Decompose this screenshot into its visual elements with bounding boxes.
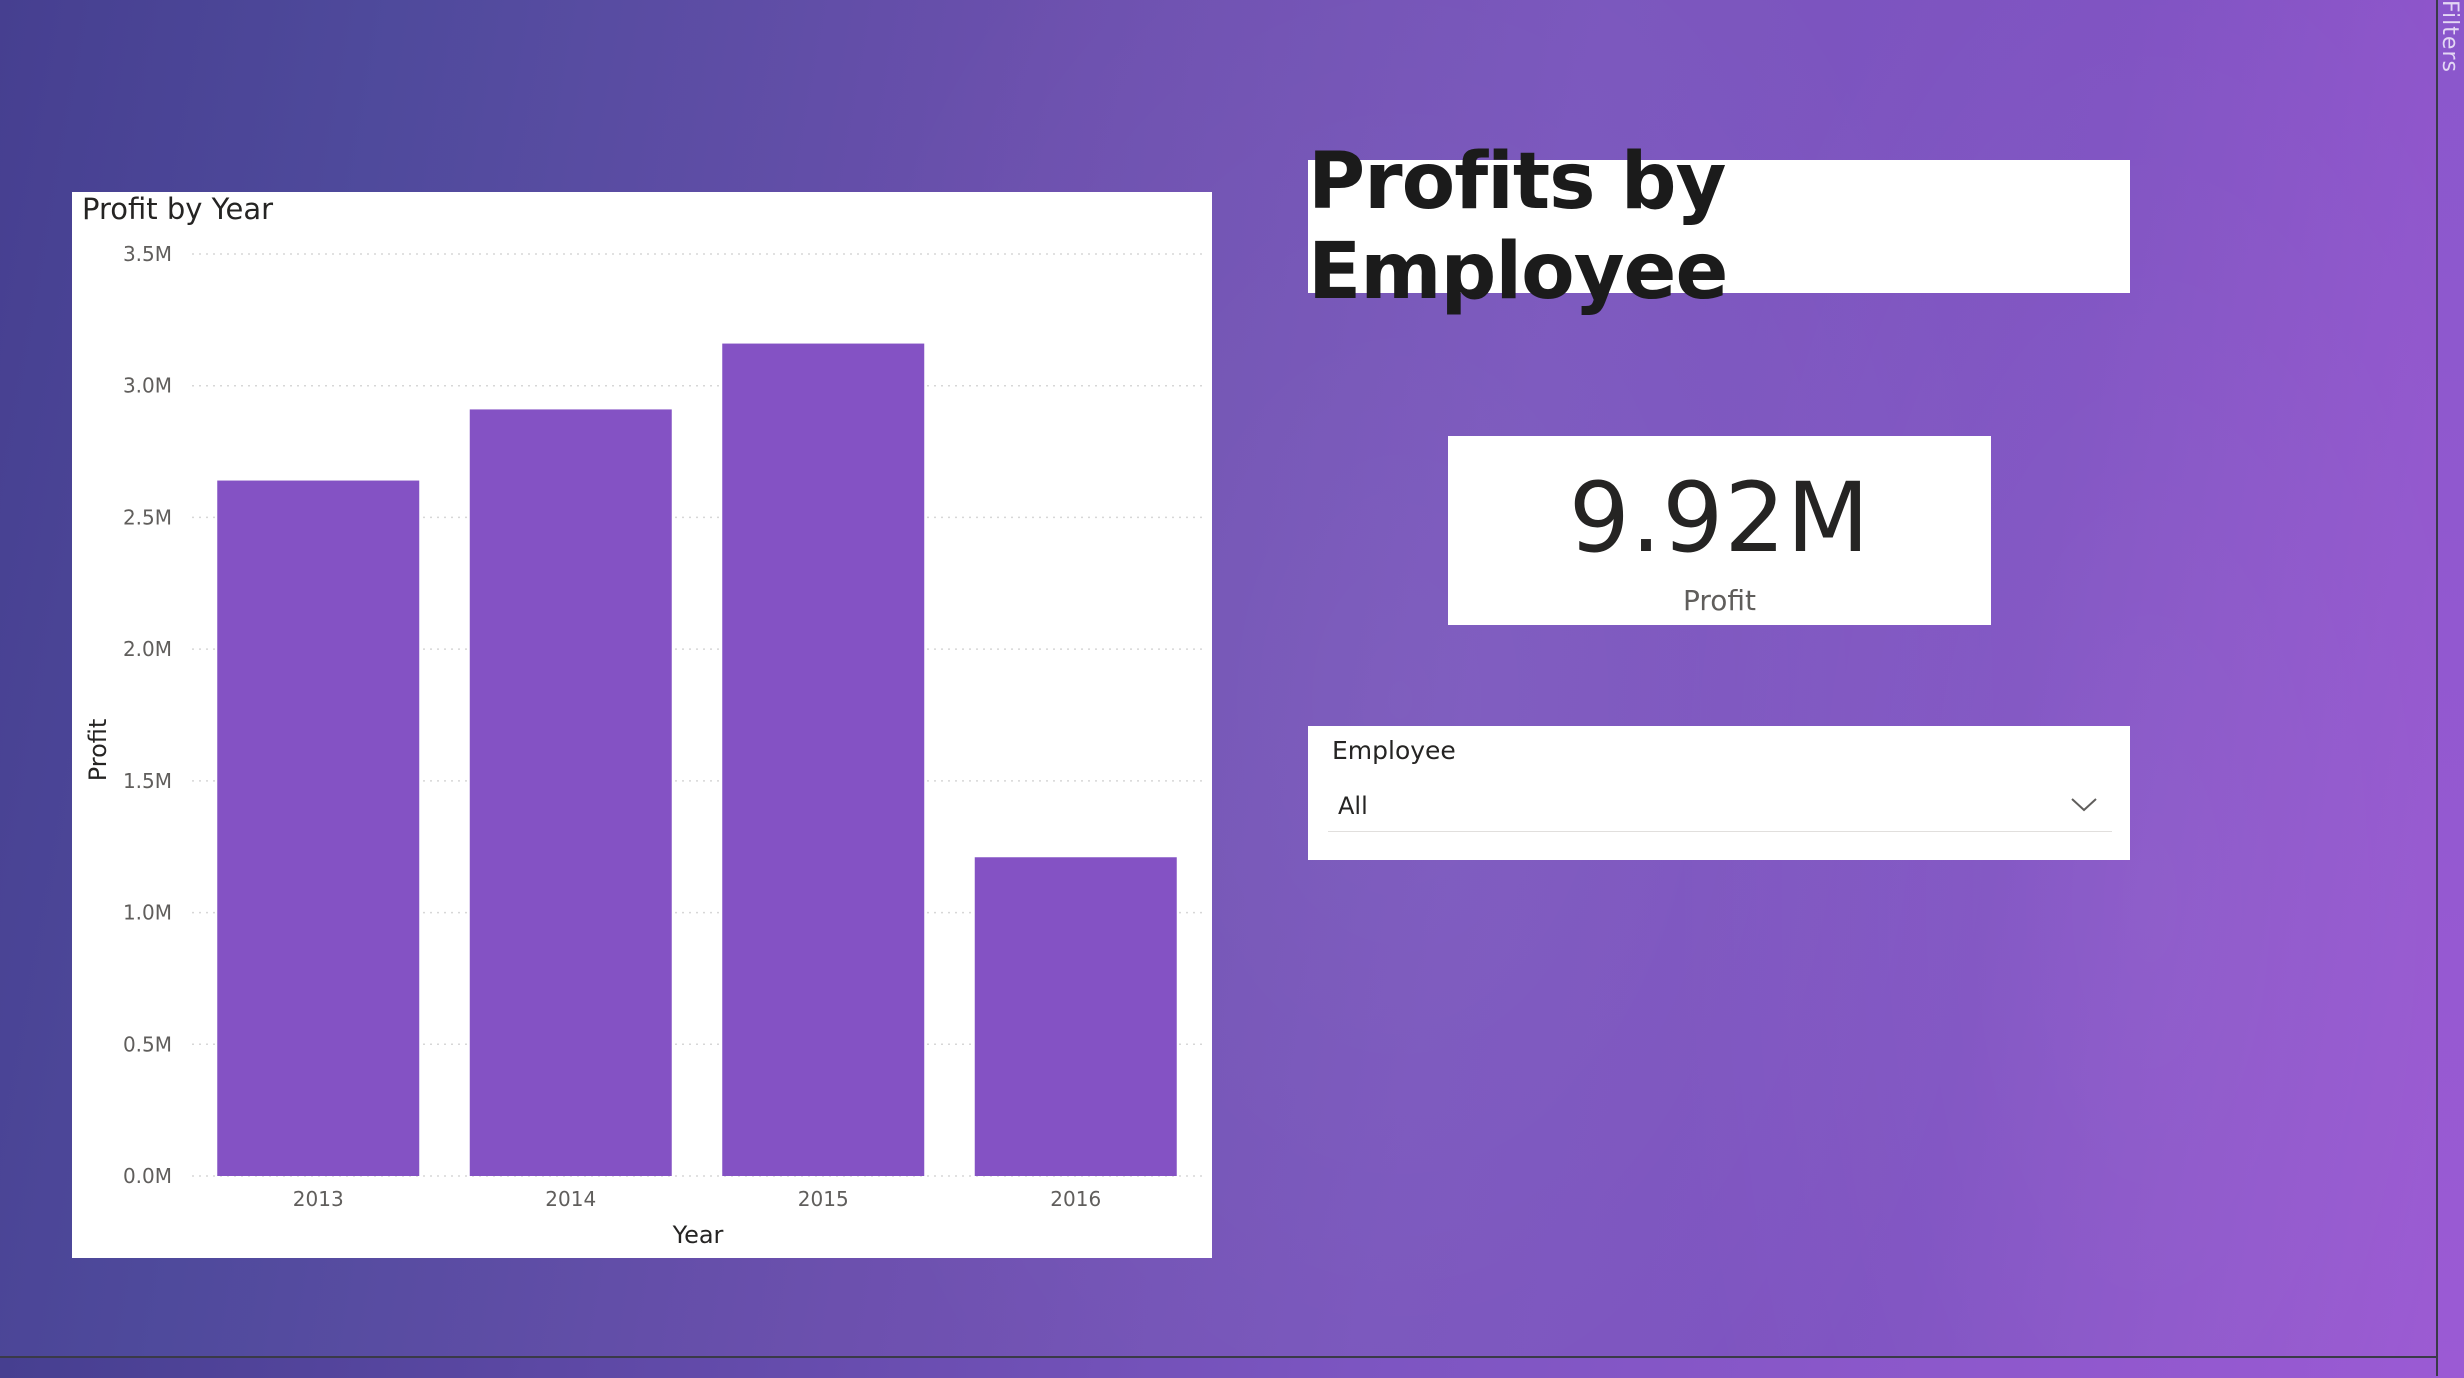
y-tick-label: 1.5M — [123, 769, 172, 793]
x-axis-ticks: 2013 2014 2015 2016 — [293, 1187, 1101, 1211]
report-canvas: Profit by Year 0.0M 0.5M 1.0M 1.5M 2.0M 2.5M 3… — [0, 0, 2436, 1356]
chevron-down-icon[interactable] — [2070, 794, 2098, 814]
y-tick-label: 2.0M — [123, 637, 172, 661]
x-tick-label: 2013 — [293, 1187, 344, 1211]
y-tick-label: 2.5M — [123, 505, 172, 529]
y-tick-label: 1.0M — [123, 901, 172, 925]
bar-2016[interactable] — [974, 857, 1177, 1176]
x-tick-label: 2014 — [545, 1187, 596, 1211]
x-axis-title: Year — [672, 1221, 724, 1249]
y-tick-label: 0.5M — [123, 1032, 172, 1056]
y-tick-label: 3.5M — [123, 242, 172, 266]
bar-2015[interactable] — [722, 343, 925, 1176]
chart-title: Profit by Year — [82, 192, 274, 226]
y-axis-ticks: 0.0M 0.5M 1.0M 1.5M 2.0M 2.5M 3.0M 3.5M — [123, 242, 172, 1188]
kpi-value: 9.92M — [1568, 462, 1871, 574]
profit-by-year-chart[interactable]: Profit by Year 0.0M 0.5M 1.0M 1.5M 2.0M 2.5M 3… — [72, 192, 1212, 1258]
y-tick-label: 0.0M — [123, 1164, 172, 1188]
x-tick-label: 2016 — [1050, 1187, 1101, 1211]
bar-2014[interactable] — [469, 409, 672, 1176]
report-title: Profits by Employee — [1308, 136, 1728, 317]
x-tick-label: 2015 — [798, 1187, 849, 1211]
title-card: Profits by Employee — [1308, 136, 2130, 317]
filters-pane-label[interactable]: Filters — [2442, 0, 2462, 73]
filters-pane-collapsed[interactable] — [2436, 0, 2464, 1376]
slicer-selected-value: All — [1338, 792, 1368, 820]
bar-chart-svg: 0.0M0.5M1.0M1.5M2.0M2.5M3.0M3.5M 2013 201… — [84, 242, 1202, 1249]
bar-2013[interactable] — [217, 480, 420, 1176]
canvas-bottom-edge — [0, 1356, 2464, 1378]
bars — [217, 343, 1177, 1176]
employee-dropdown[interactable]: All — [1328, 780, 2112, 832]
employee-slicer[interactable]: Employee All — [1308, 726, 2130, 860]
profit-kpi-card[interactable]: 9.92M Profit — [1448, 436, 1991, 625]
y-tick-label: 3.0M — [123, 374, 172, 398]
y-axis-title: Profit — [84, 719, 112, 782]
kpi-label: Profit — [1682, 584, 1757, 617]
slicer-label: Employee — [1332, 736, 1456, 765]
